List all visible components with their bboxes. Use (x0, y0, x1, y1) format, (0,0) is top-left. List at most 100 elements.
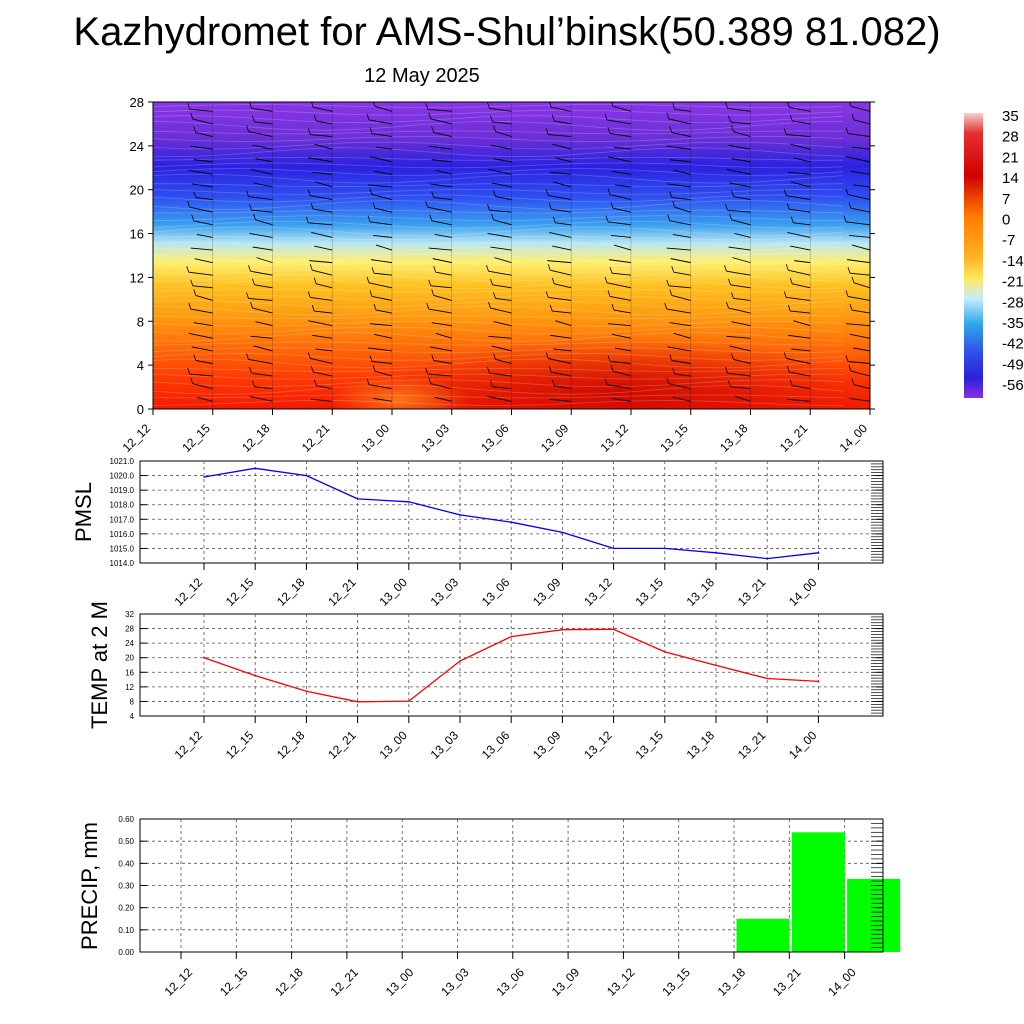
x-tick-label: 13_00 (376, 575, 410, 609)
wind-barb (548, 358, 572, 364)
x-tick-label: 13_15 (659, 965, 693, 999)
wind-barb (153, 161, 154, 162)
wind-barb (612, 370, 632, 377)
wind-barb-flag (309, 264, 313, 271)
wind-barb (547, 260, 572, 264)
wind-barb (195, 295, 213, 301)
wind-barb-flag (786, 365, 790, 373)
wind-barb-flag (190, 112, 194, 120)
wind-barb (431, 322, 452, 327)
wind-barb-flag (246, 292, 249, 299)
wind-barb (192, 118, 213, 125)
precip-bar (736, 918, 790, 953)
wind-barb-flag (849, 102, 852, 107)
wind-barb (667, 183, 691, 188)
wind-barb-flag (845, 355, 849, 362)
wind-barb (371, 361, 393, 364)
precip-y-axis: 0.00 0.10 0.20 0.30 0.40 0.50 0.60 (118, 815, 883, 957)
temp-x-axis: 12_12 12_15 12_18 12_21 13_00 13_03 13_06 13_09… (172, 716, 820, 762)
wind-barb (371, 133, 393, 137)
wind-barb (609, 133, 632, 137)
heatmap-contour (153, 115, 844, 124)
y-tick-label: 0.40 (118, 859, 134, 868)
heatmap-contour (153, 400, 844, 406)
wind-barb (373, 272, 393, 276)
y-tick-label: 0.20 (118, 904, 134, 913)
wind-barb (851, 244, 870, 251)
wind-barb (433, 197, 452, 201)
pmsl-point (817, 552, 820, 554)
wind-barb (427, 108, 452, 112)
heatmap-x-tick-label: 13_18 (717, 421, 751, 455)
heatmap-y-tick-label: 8 (137, 314, 144, 329)
wind-barb (188, 332, 213, 339)
wind-barb (313, 208, 333, 213)
wind-barb (193, 322, 213, 327)
wind-barb (491, 182, 512, 188)
x-tick-label: 13_00 (376, 728, 410, 762)
wind-barb-flag (487, 102, 490, 109)
wind-barb (845, 323, 870, 327)
wind-barb-flag (431, 126, 435, 133)
pmsl-point (664, 547, 666, 550)
wind-barb-flag (366, 378, 370, 385)
wind-barb-flag (848, 202, 852, 209)
wind-barb (786, 195, 811, 201)
wind-barb (253, 345, 273, 352)
wind-barb (492, 386, 512, 390)
wind-barb (153, 299, 154, 301)
wind-barb (729, 345, 751, 352)
wind-barb-flag (724, 265, 727, 272)
wind-barb (793, 320, 811, 327)
wind-barb (606, 384, 632, 390)
wind-barb (730, 284, 751, 289)
colorbar-label: -14 (1002, 253, 1024, 270)
heatmap-x-axis: 12_12 12_15 12_18 12_21 13_00 13_03 13_06 13_09… (120, 409, 871, 455)
colorbar: 35 28 21 14 7 0 -7 -14 -21 -28 -35 -42 -49 -56 (964, 108, 1024, 398)
x-tick-label: 14_00 (786, 575, 820, 609)
wind-barb (727, 209, 751, 213)
wind-barb (673, 169, 691, 175)
wind-barb-flag (545, 291, 549, 298)
wind-barb-flag (252, 380, 255, 387)
wind-barb (195, 360, 213, 364)
wind-barb (548, 195, 572, 201)
heatmap-contour (153, 156, 844, 161)
y-tick-label: 1016.0 (110, 530, 135, 539)
wind-barb (611, 272, 632, 276)
wind-barb-flag (493, 125, 496, 132)
wind-barb-flag (731, 125, 734, 132)
wind-barb (786, 358, 811, 364)
wind-barb-flag (248, 265, 251, 272)
wind-barb-flag (493, 353, 496, 360)
wind-barb (674, 373, 691, 377)
wind-barb-flag (307, 189, 311, 196)
wind-barb (195, 197, 213, 201)
wind-barb-flag (425, 367, 429, 375)
wind-barb-flag (253, 213, 256, 220)
wind-barb (313, 371, 333, 377)
wind-barb (613, 309, 632, 314)
x-tick-label: 12_12 (162, 965, 196, 999)
wind-barb (848, 397, 870, 402)
wind-barb-flag (672, 367, 676, 375)
wind-barb (669, 220, 691, 226)
wind-barb (495, 131, 512, 137)
wind-barb-flag (488, 301, 491, 309)
wind-barb (555, 320, 572, 327)
wind-barb (367, 184, 393, 188)
x-tick-label: 12_21 (325, 728, 359, 762)
wind-barb (189, 373, 213, 377)
wind-barb (611, 170, 632, 175)
wind-barb-flag (187, 367, 191, 375)
wind-barb-flag (246, 125, 249, 132)
wind-barb (672, 233, 691, 238)
wind-barb-flag (547, 264, 551, 271)
heatmap-x-tick-label: 12_15 (179, 421, 213, 455)
wind-barb (733, 196, 751, 201)
wind-barb (250, 168, 273, 175)
wind-barb (192, 383, 213, 390)
wind-barb (846, 259, 870, 264)
heatmap-contour (153, 305, 844, 316)
